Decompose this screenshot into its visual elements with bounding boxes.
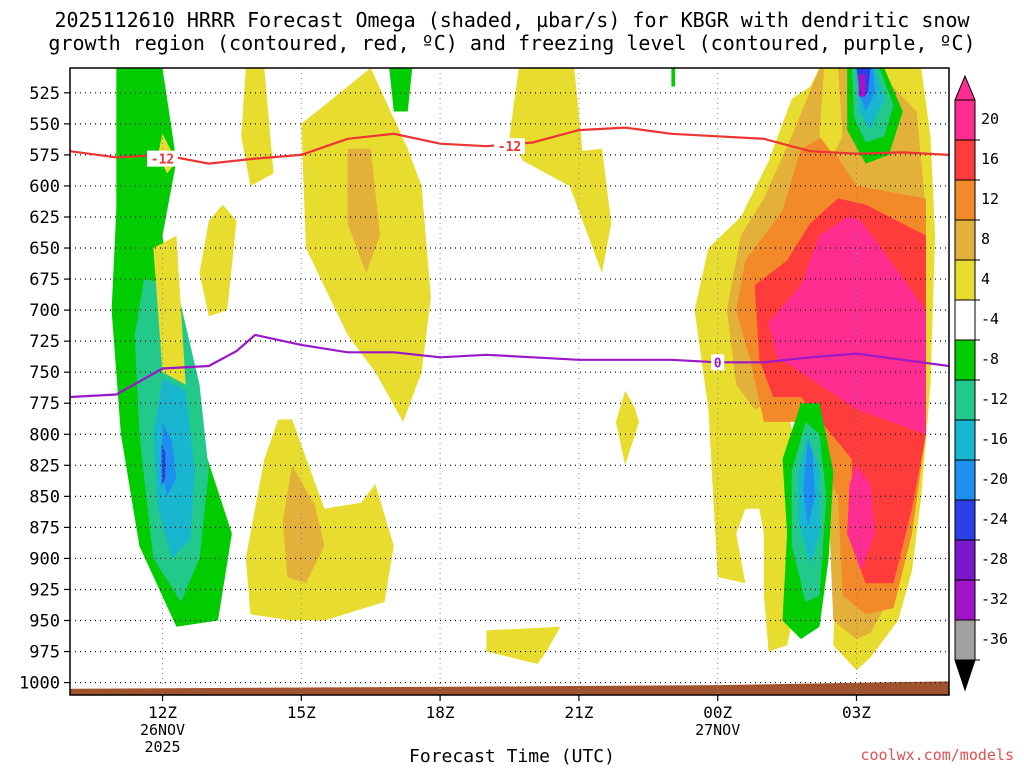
colorbar-band-7 [954, 379, 976, 421]
y-tick-label-925: 925 [29, 580, 60, 600]
colorbar: 20 16 12 8 4 -4 -8 -12 -16 -20 -24 -28 -32 -36 [954, 74, 1008, 692]
omega-region-23 [768, 217, 926, 435]
contour-label-0: -12 [151, 153, 174, 168]
y-tick-label-550: 550 [29, 115, 60, 135]
y-tick-label-1000: 1000 [19, 674, 60, 694]
colorbar-label-0: 20 [981, 110, 999, 128]
colorbar-label-10: -24 [981, 510, 1008, 528]
colorbar-band-8 [954, 419, 976, 461]
credit-text: coolwx.com/models [860, 746, 1014, 764]
omega-region-25 [819, 68, 843, 155]
y-tick-label-625: 625 [29, 208, 60, 228]
colorbar-band-6 [954, 339, 976, 381]
y-tick-label-725: 725 [29, 332, 60, 352]
plot-frame [69, 67, 950, 696]
omega-region-16 [245, 419, 394, 621]
y-tick-label-650: 650 [29, 239, 60, 259]
colorbar-top-arrow [954, 74, 976, 101]
y-axis: 525 550 575 600 625 650 675 700 725 750 775 800 825 8… [19, 84, 70, 694]
omega-region-35 [803, 440, 815, 528]
y-tick-label-700: 700 [29, 301, 60, 321]
terrain-surface [70, 681, 949, 695]
y-tick-label-600: 600 [29, 177, 60, 197]
colorbar-label-9: -20 [981, 470, 1008, 488]
contour-labels: -12 -12 0 [147, 138, 725, 371]
colorbar-label-3: 8 [981, 230, 990, 248]
y-tick-label-675: 675 [29, 270, 60, 290]
y-tick-label-575: 575 [29, 146, 60, 166]
omega-region-12 [347, 148, 380, 273]
colorbar-band-2 [954, 179, 976, 221]
colorbar-band-11 [954, 539, 976, 581]
y-tick-label-950: 950 [29, 612, 60, 632]
omega-region-18 [486, 626, 561, 664]
colorbar-band-9 [954, 459, 976, 501]
y-tick-label-975: 975 [29, 643, 60, 663]
y-tick-label-525: 525 [29, 84, 60, 104]
omega-region-10 [199, 204, 237, 317]
colorbar-band-13 [954, 619, 976, 661]
colorbar-band-3 [954, 219, 976, 261]
omega-region-14 [546, 148, 612, 273]
y-tick-label-750: 750 [29, 363, 60, 383]
colorbar-label-4: 4 [981, 270, 990, 288]
omega-region-9 [241, 68, 274, 186]
y-tick-label-850: 850 [29, 487, 60, 507]
colorbar-band-10 [954, 499, 976, 541]
omega-region-24 [847, 465, 875, 571]
x-tick-label-27: 03Z [842, 703, 871, 722]
x-tick-label-15: 15Z [287, 703, 316, 722]
contour-label-1: -12 [498, 140, 521, 155]
y-tick-label-825: 825 [29, 456, 60, 476]
contour-line-1 [70, 333, 949, 399]
omega-region-5 [389, 68, 413, 112]
chart-title-line-2: growth region (contoured, red, ºC) and f… [48, 31, 976, 55]
colorbar-label-1: 16 [981, 150, 999, 168]
x-axis-label: Forecast Time (UTC) [409, 746, 615, 767]
colorbar-bottom-arrow [954, 659, 976, 692]
contour-label-2: 0 [714, 356, 722, 371]
omega-shaded-regions [111, 68, 936, 671]
y-tick-label-900: 900 [29, 549, 60, 569]
x-tick-label-18: 18Z [426, 703, 455, 722]
y-tick-label-775: 775 [29, 394, 60, 414]
omega-region-15 [615, 390, 639, 466]
colorbar-band-4 [954, 259, 976, 301]
x-tick-label-21: 21Z [564, 703, 593, 722]
colorbar-band-5 [954, 299, 976, 341]
colorbar-band-1 [954, 139, 976, 181]
y-tick-label-875: 875 [29, 518, 60, 538]
x-tick-year-12: 2025 [144, 738, 180, 756]
colorbar-label-12: -32 [981, 590, 1008, 608]
colorbar-band-0 [954, 99, 976, 141]
colorbar-label-5: -4 [981, 310, 999, 328]
colorbar-label-8: -16 [981, 430, 1008, 448]
colorbar-label-2: 12 [981, 190, 999, 208]
colorbar-label-11: -28 [981, 550, 1008, 568]
omega-region-17 [282, 465, 325, 584]
terrain-band [70, 681, 949, 695]
omega-region-6 [671, 68, 676, 87]
omega-region-31 [858, 74, 866, 97]
colorbar-label-6: -8 [981, 350, 999, 368]
omega-region-7 [153, 235, 186, 385]
omega-region-4 [161, 444, 166, 487]
colorbar-label-13: -36 [981, 630, 1008, 648]
x-tick-label-12: 12Z [148, 703, 177, 722]
chart-title-line-1: 2025112610 HRRR Forecast Omega (shaded, … [54, 8, 970, 32]
x-tick-label-24: 00Z [703, 703, 732, 722]
contour-label-bg-0 [147, 150, 179, 167]
contour-label-bg-2 [711, 354, 725, 371]
y-tick-label-800: 800 [29, 425, 60, 445]
colorbar-label-7: -12 [981, 390, 1008, 408]
colorbar-band-12 [954, 579, 976, 621]
x-tick-sublabel-12: 26NOV [140, 721, 185, 739]
x-tick-sublabel-24: 27NOV [695, 721, 740, 739]
contour-label-bg-1 [494, 138, 525, 155]
